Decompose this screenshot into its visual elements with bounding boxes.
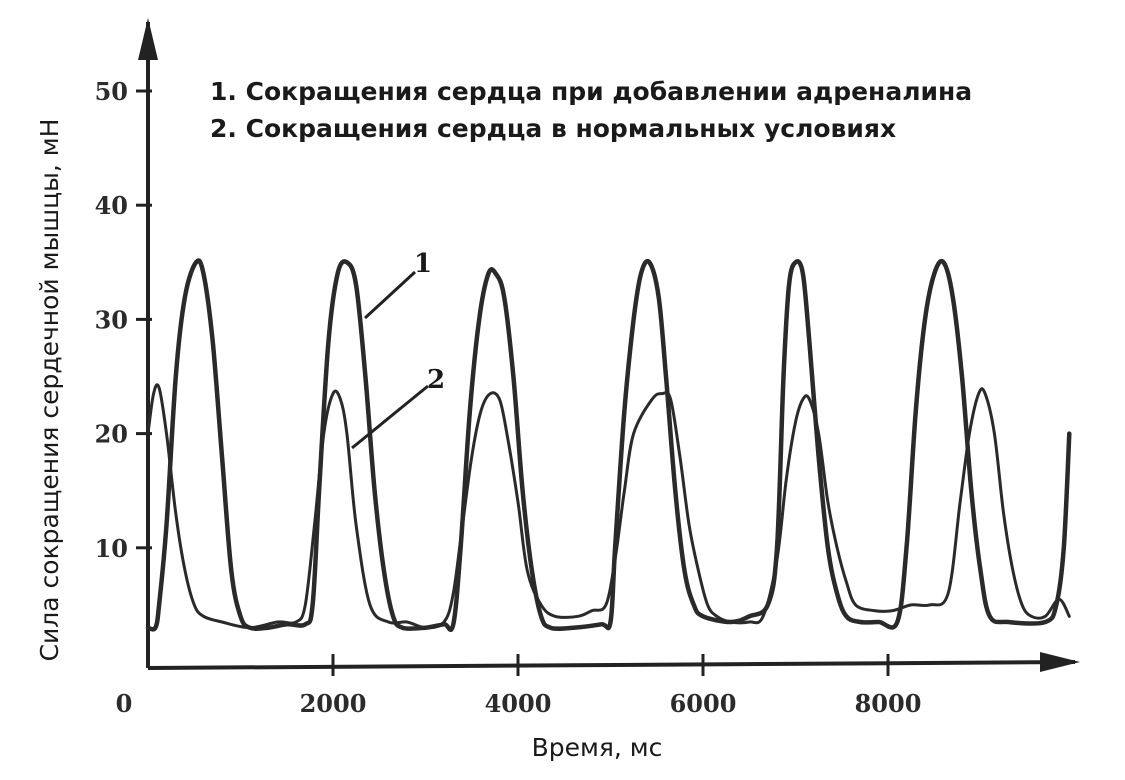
y-axis-arrow <box>138 18 158 60</box>
y-tick-label: 50 <box>95 77 128 106</box>
legend-entry-2: 2. Сокращения сердца в нормальных услови… <box>210 114 896 143</box>
legend-entry-1: 1. Сокращения сердца при добавлении адре… <box>210 77 972 106</box>
curve-label-2-leader <box>351 384 429 450</box>
x-axis-title: Время, мс <box>532 733 663 762</box>
y-tick-label: 40 <box>95 191 128 220</box>
x-tick-label: 0 <box>116 689 133 718</box>
x-tick-label: 4000 <box>485 689 552 718</box>
x-tick-label: 2000 <box>300 689 367 718</box>
x-tick-label: 6000 <box>670 689 737 718</box>
y-tick-label: 30 <box>95 305 128 334</box>
y-tick-label: 20 <box>95 420 128 449</box>
y-axis-title: Сила сокращения сердечной мышцы, мН <box>35 119 64 662</box>
curve-label-1: 1 <box>414 249 432 279</box>
curve-label-1-leader <box>363 270 417 320</box>
curve-label-2: 2 <box>427 365 445 395</box>
x-tick-label: 8000 <box>855 689 922 718</box>
axes <box>138 18 1080 672</box>
curve-label-2-group: 2 <box>351 365 445 450</box>
x-axis-arrow <box>1040 652 1080 672</box>
series-line-1 <box>145 258 1072 633</box>
x-ticks: 0 2000 4000 6000 8000 <box>116 654 922 718</box>
curve-label-1-group: 1 <box>363 249 432 320</box>
series-line-2 <box>146 383 1071 630</box>
series-layer <box>145 258 1072 633</box>
x-axis <box>147 660 1076 670</box>
y-ticks: 10 20 30 40 50 <box>95 77 152 563</box>
y-tick-label: 10 <box>95 534 128 563</box>
